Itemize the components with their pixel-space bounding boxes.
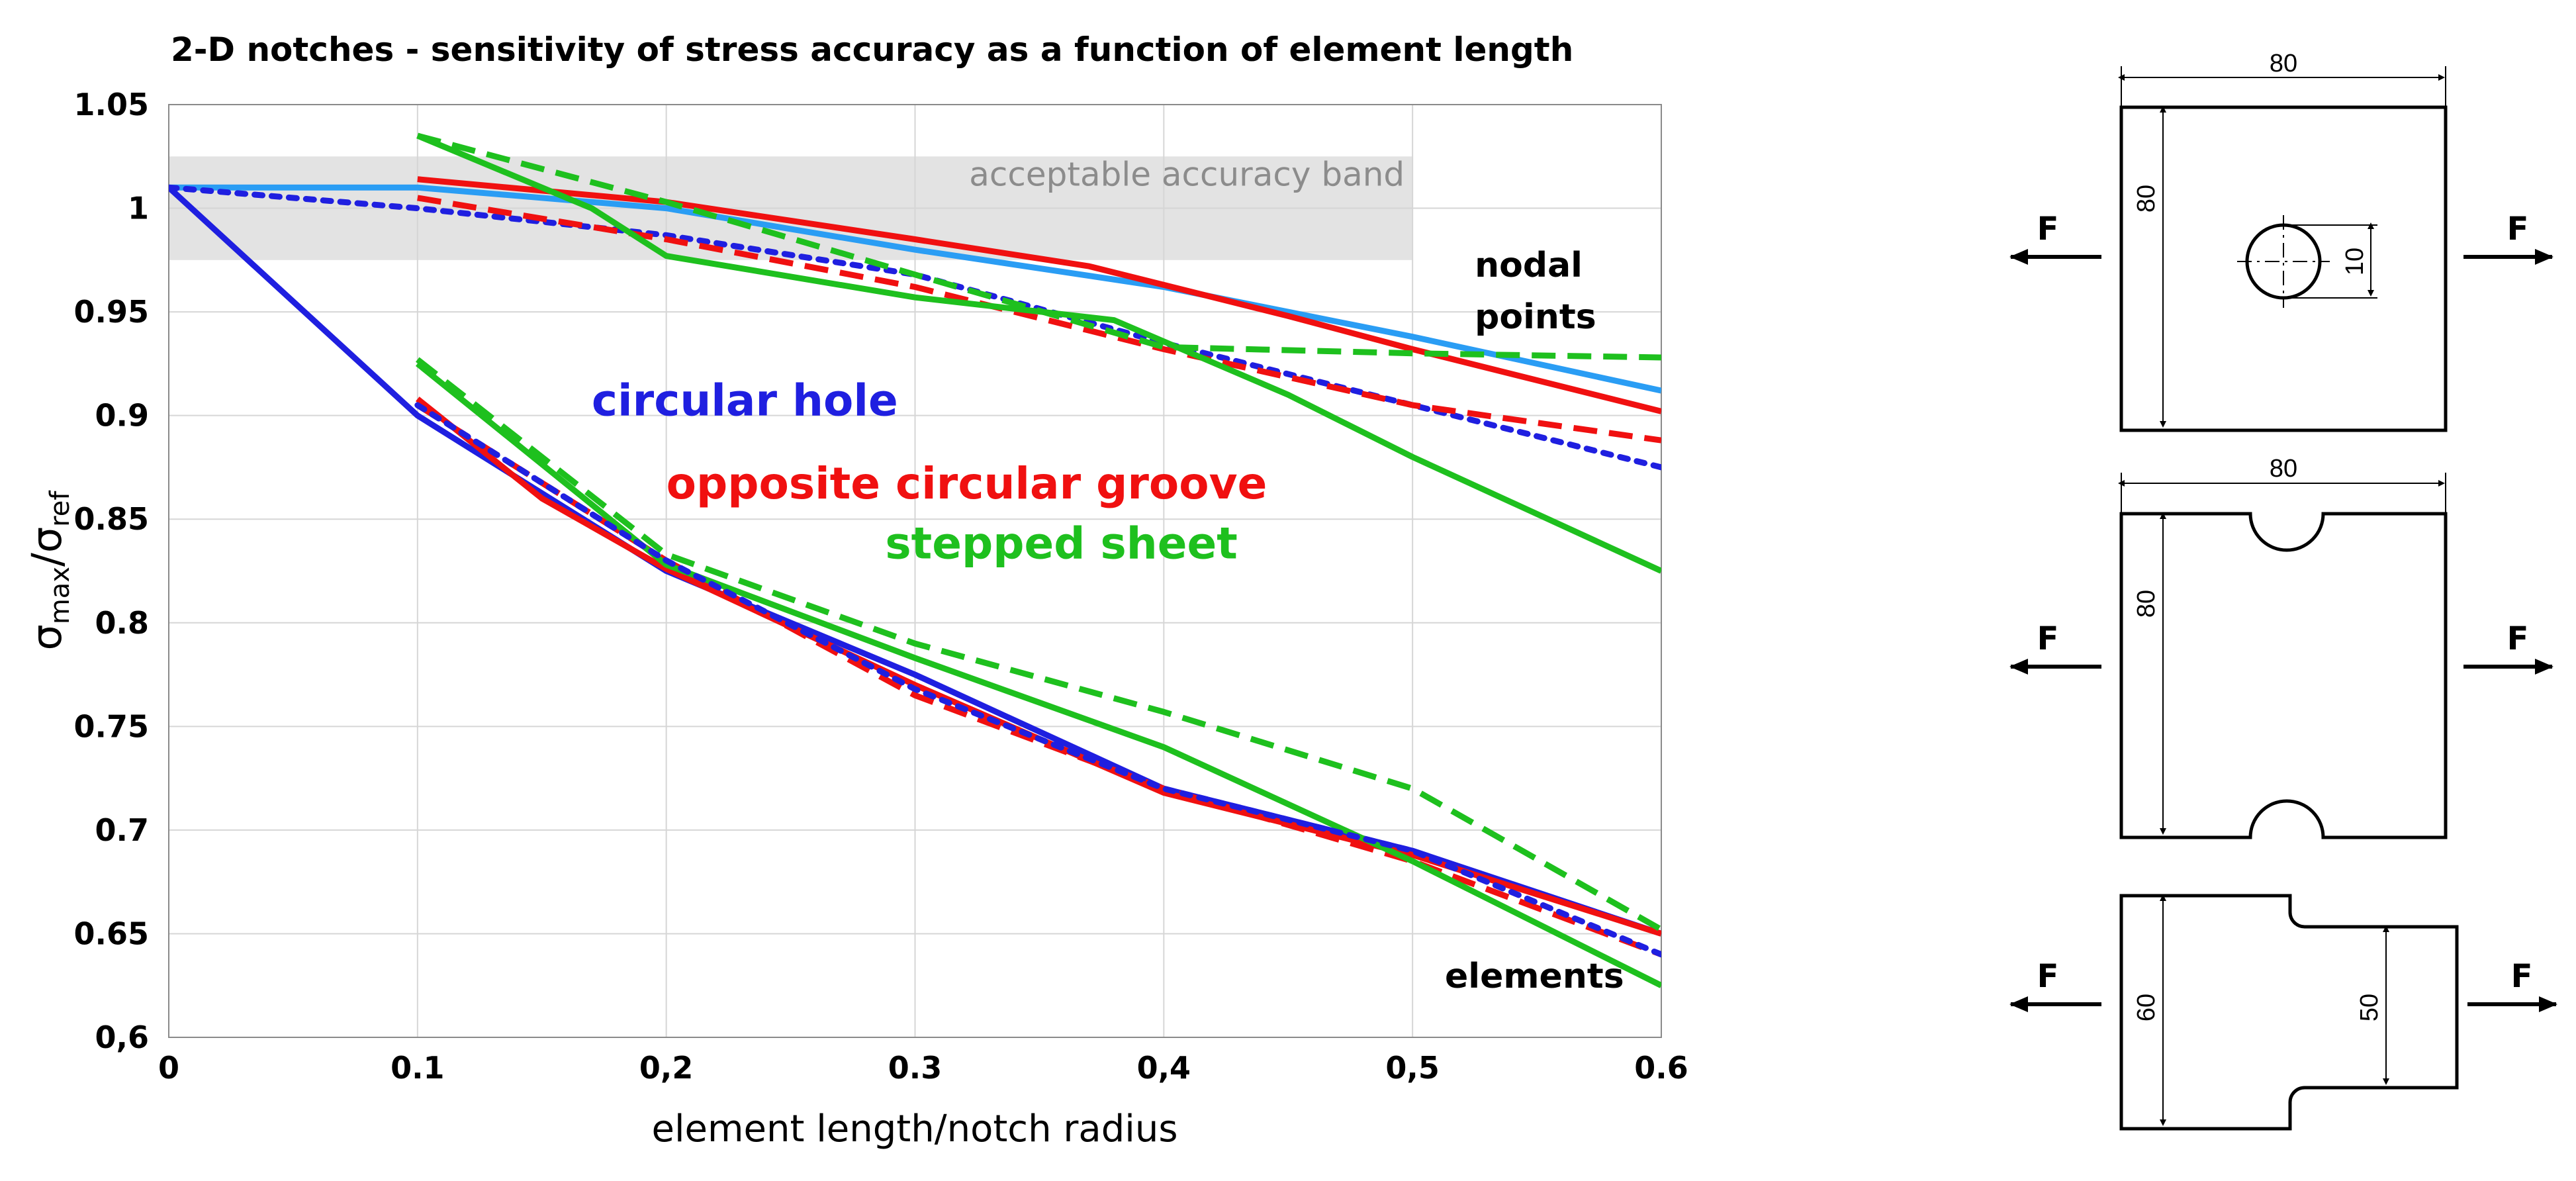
series-line bbox=[416, 402, 1661, 958]
force-label-left: F bbox=[2037, 211, 2059, 248]
y-tick-label: 0.75 bbox=[74, 708, 150, 744]
hole-dimension-label: 10 bbox=[2341, 248, 2369, 275]
y-tick-label: 0,6 bbox=[95, 1019, 150, 1055]
x-tick-label: 0,4 bbox=[1137, 1050, 1191, 1086]
chart-title: 2-D notches - sensitivity of stress accu… bbox=[171, 30, 1573, 69]
y-tick-label: 0.8 bbox=[95, 605, 150, 641]
plate-outline bbox=[2119, 512, 2448, 839]
series-line bbox=[416, 357, 1661, 933]
y-tick-label: 1.05 bbox=[74, 87, 150, 122]
legend-labels: circular hole opposite circular groove ste… bbox=[592, 375, 1267, 569]
series-layer bbox=[169, 132, 1661, 988]
legend-label: circular hole bbox=[592, 375, 898, 426]
annotations: nodal points elements bbox=[1445, 246, 1624, 996]
y-tick-labels: 1.05 1 0.95 0.9 0.85 0.8 0.75 0.7 0.65 0,6 bbox=[74, 87, 150, 1055]
x-tick-label: 0,5 bbox=[1385, 1050, 1440, 1086]
x-tick-label: 0 bbox=[158, 1050, 179, 1086]
series-line bbox=[416, 132, 1661, 574]
stepped-sheet: 60 50 F F bbox=[2009, 894, 2557, 1131]
width-dimension-label: 80 bbox=[2270, 455, 2297, 483]
series-line bbox=[415, 397, 1661, 937]
annotation-label: points bbox=[1475, 297, 1596, 337]
force-label-left: F bbox=[2037, 958, 2059, 995]
y-tick-label: 0.85 bbox=[74, 501, 150, 537]
y-label-slash-sigma: /σ bbox=[23, 527, 71, 567]
series-line bbox=[169, 185, 1661, 937]
force-label-right: F bbox=[2511, 958, 2533, 995]
plate-with-grooves: 80 80 F F bbox=[2009, 455, 2553, 839]
y-label-sub-ref: ref bbox=[45, 491, 75, 527]
height-dimension-label: 80 bbox=[2133, 590, 2160, 618]
series-line bbox=[169, 184, 1661, 394]
y-tick-label: 0.9 bbox=[95, 398, 150, 434]
x-tick-label: 0.3 bbox=[888, 1050, 943, 1086]
stress-accuracy-chart: 2-D notches - sensitivity of stress accu… bbox=[23, 30, 1688, 1151]
x-tick-label: 0.6 bbox=[1634, 1050, 1688, 1086]
plate-with-hole: 80 80 10 F F bbox=[2009, 50, 2553, 432]
notch-diagrams: 80 80 10 F F 80 80 F F bbox=[2009, 50, 2557, 1131]
x-tick-labels: 0 0.1 0,2 0.3 0,4 0,5 0.6 bbox=[158, 1050, 1688, 1086]
force-label-right: F bbox=[2507, 620, 2529, 657]
x-axis-label: element length/notch radius bbox=[652, 1108, 1178, 1151]
y-tick-label: 0.7 bbox=[95, 812, 150, 848]
y-tick-label: 0.95 bbox=[74, 294, 150, 330]
band-label: acceptable accuracy band bbox=[969, 155, 1404, 193]
series-line bbox=[416, 132, 1661, 361]
height-dimension-label: 80 bbox=[2133, 185, 2160, 213]
annotation-label: nodal bbox=[1475, 246, 1583, 285]
right-height-dimension-label: 50 bbox=[2356, 994, 2383, 1021]
x-tick-label: 0,2 bbox=[639, 1050, 694, 1086]
series-line bbox=[417, 195, 1661, 444]
legend-label: opposite circular groove bbox=[667, 458, 1267, 509]
force-label-right: F bbox=[2507, 211, 2529, 248]
force-label-left: F bbox=[2037, 620, 2059, 657]
plate-outline bbox=[2119, 105, 2448, 432]
sheet-outline bbox=[2119, 894, 2459, 1131]
y-axis-label: σmax/σref bbox=[23, 491, 75, 651]
x-tick-label: 0.1 bbox=[391, 1050, 445, 1086]
legend-label: stepped sheet bbox=[885, 518, 1237, 569]
left-height-dimension-label: 60 bbox=[2133, 994, 2160, 1021]
width-dimension-label: 80 bbox=[2270, 50, 2297, 77]
y-label-sigma: σ bbox=[23, 624, 71, 650]
y-tick-label: 1 bbox=[128, 191, 149, 226]
annotation-label: elements bbox=[1445, 957, 1624, 996]
y-label-sub-max: max bbox=[45, 567, 75, 624]
y-tick-label: 0.65 bbox=[74, 916, 150, 951]
series-line bbox=[414, 402, 1661, 958]
